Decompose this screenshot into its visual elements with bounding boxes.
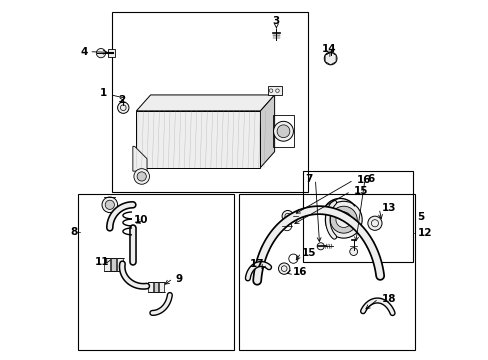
Circle shape — [102, 197, 118, 213]
Bar — [148, 282, 152, 292]
Bar — [111, 258, 116, 271]
Text: 16: 16 — [292, 267, 306, 277]
Circle shape — [325, 201, 362, 238]
Text: 2: 2 — [119, 95, 125, 105]
Text: 1: 1 — [100, 88, 123, 98]
Circle shape — [367, 216, 381, 230]
Text: 7: 7 — [305, 174, 312, 184]
Circle shape — [278, 263, 289, 274]
Bar — [78, 194, 233, 350]
Circle shape — [349, 248, 357, 256]
Text: 17: 17 — [249, 259, 264, 269]
Circle shape — [329, 206, 356, 233]
Text: 11: 11 — [94, 257, 109, 267]
Circle shape — [105, 200, 114, 210]
Text: 3: 3 — [272, 15, 280, 26]
Text: 15: 15 — [353, 186, 367, 196]
Circle shape — [96, 49, 105, 58]
Bar — [239, 194, 414, 350]
Text: 4: 4 — [81, 47, 88, 57]
Bar — [111, 12, 307, 192]
Circle shape — [137, 172, 146, 181]
Text: 6: 6 — [367, 174, 374, 184]
Polygon shape — [260, 95, 274, 168]
Text: 5: 5 — [417, 212, 424, 222]
Text: 16: 16 — [356, 175, 371, 185]
Polygon shape — [325, 52, 335, 65]
Text: 8: 8 — [70, 228, 77, 238]
Text: 12: 12 — [417, 228, 431, 238]
Bar — [117, 258, 122, 271]
Bar — [303, 171, 412, 261]
Bar — [136, 111, 260, 168]
Circle shape — [134, 168, 149, 184]
Bar — [272, 115, 293, 147]
Bar — [159, 282, 163, 292]
Bar — [153, 282, 158, 292]
FancyBboxPatch shape — [108, 49, 115, 57]
Text: 13: 13 — [381, 203, 396, 213]
Circle shape — [324, 52, 336, 65]
Circle shape — [277, 125, 289, 138]
Text: 10: 10 — [133, 215, 148, 225]
Text: 9: 9 — [175, 274, 182, 284]
Circle shape — [335, 212, 351, 228]
Circle shape — [273, 121, 293, 141]
Bar — [104, 258, 110, 271]
Text: 15: 15 — [301, 248, 316, 258]
Polygon shape — [136, 95, 274, 111]
Text: 18: 18 — [381, 294, 396, 304]
Circle shape — [118, 102, 129, 113]
Circle shape — [317, 243, 324, 250]
Circle shape — [282, 211, 293, 222]
Text: 14: 14 — [322, 44, 336, 54]
Bar — [267, 86, 281, 95]
Polygon shape — [133, 146, 147, 171]
